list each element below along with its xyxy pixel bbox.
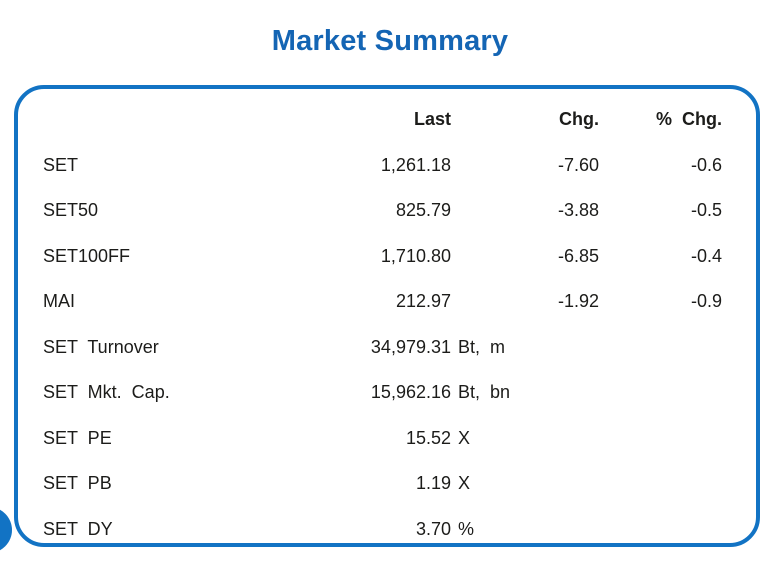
row-label: SET Mkt. Cap. — [43, 382, 170, 403]
table-row-set50: SET50 825.79 -3.88 -0.5 — [43, 188, 722, 234]
table-header-row: Last Chg. % Chg. — [43, 97, 722, 143]
row-chg-value: -3.88 — [557, 200, 599, 221]
market-summary-panel: Last Chg. % Chg. SET 1,261.18 -7.60 -0.6… — [14, 85, 760, 547]
row-label: SET PE — [43, 427, 112, 448]
row-chg-value: -6.85 — [557, 245, 599, 266]
table-row-set: SET 1,261.18 -7.60 -0.6 — [43, 143, 722, 189]
row-pct-chg-value: -0.6 — [690, 154, 722, 175]
row-label: SET Turnover — [43, 336, 159, 357]
header-last: Last — [413, 109, 451, 130]
row-chg-value: -1.92 — [557, 291, 599, 312]
header-pct-chg: % Chg. — [656, 109, 722, 130]
market-summary-table: Last Chg. % Chg. SET 1,261.18 -7.60 -0.6… — [18, 89, 756, 552]
table-row-set-pe: SET PE 15.52 X — [43, 416, 722, 462]
table-row-set-turnover: SET Turnover 34,979.31 Bt, m — [43, 325, 722, 371]
row-label: SET — [43, 154, 79, 175]
table-row-set100ff: SET100FF 1,710.80 -6.85 -0.4 — [43, 234, 722, 280]
row-pct-chg-value: -0.5 — [690, 200, 722, 221]
row-last-value: 1,261.18 — [380, 154, 451, 175]
row-last-value: 825.79 — [395, 200, 451, 221]
table-row-set-dy: SET DY 3.70 % — [43, 507, 722, 553]
row-last-value: 3.70 — [415, 518, 451, 539]
header-chg: Chg. — [559, 109, 599, 130]
row-label: MAI — [43, 291, 76, 312]
row-chg-value: -7.60 — [557, 154, 599, 175]
row-pct-chg-value: -0.4 — [690, 245, 722, 266]
row-pct-chg-value: -0.9 — [690, 291, 722, 312]
row-unit: Bt, m — [458, 336, 506, 357]
row-last-value: 212.97 — [395, 291, 451, 312]
row-unit: X — [458, 427, 471, 448]
row-last-value: 34,979.31 — [370, 336, 451, 357]
table-row-mai: MAI 212.97 -1.92 -0.9 — [43, 279, 722, 325]
row-label: SET50 — [43, 200, 99, 221]
row-last-value: 15,962.16 — [370, 382, 451, 403]
page-title: Market Summary — [271, 25, 509, 57]
row-last-value: 15.52 — [405, 427, 451, 448]
table-row-set-mkt-cap: SET Mkt. Cap. 15,962.16 Bt, bn — [43, 370, 722, 416]
row-last-value: 1,710.80 — [380, 245, 451, 266]
table-row-set-pb: SET PB 1.19 X — [43, 461, 722, 507]
row-label: SET DY — [43, 518, 113, 539]
row-unit: X — [458, 473, 471, 494]
row-last-value: 1.19 — [415, 473, 451, 494]
row-label: SET100FF — [43, 245, 131, 266]
row-unit: Bt, bn — [458, 382, 511, 403]
row-unit: % — [458, 518, 475, 539]
row-label: SET PB — [43, 473, 112, 494]
left-edge-circle-decoration — [0, 507, 12, 553]
